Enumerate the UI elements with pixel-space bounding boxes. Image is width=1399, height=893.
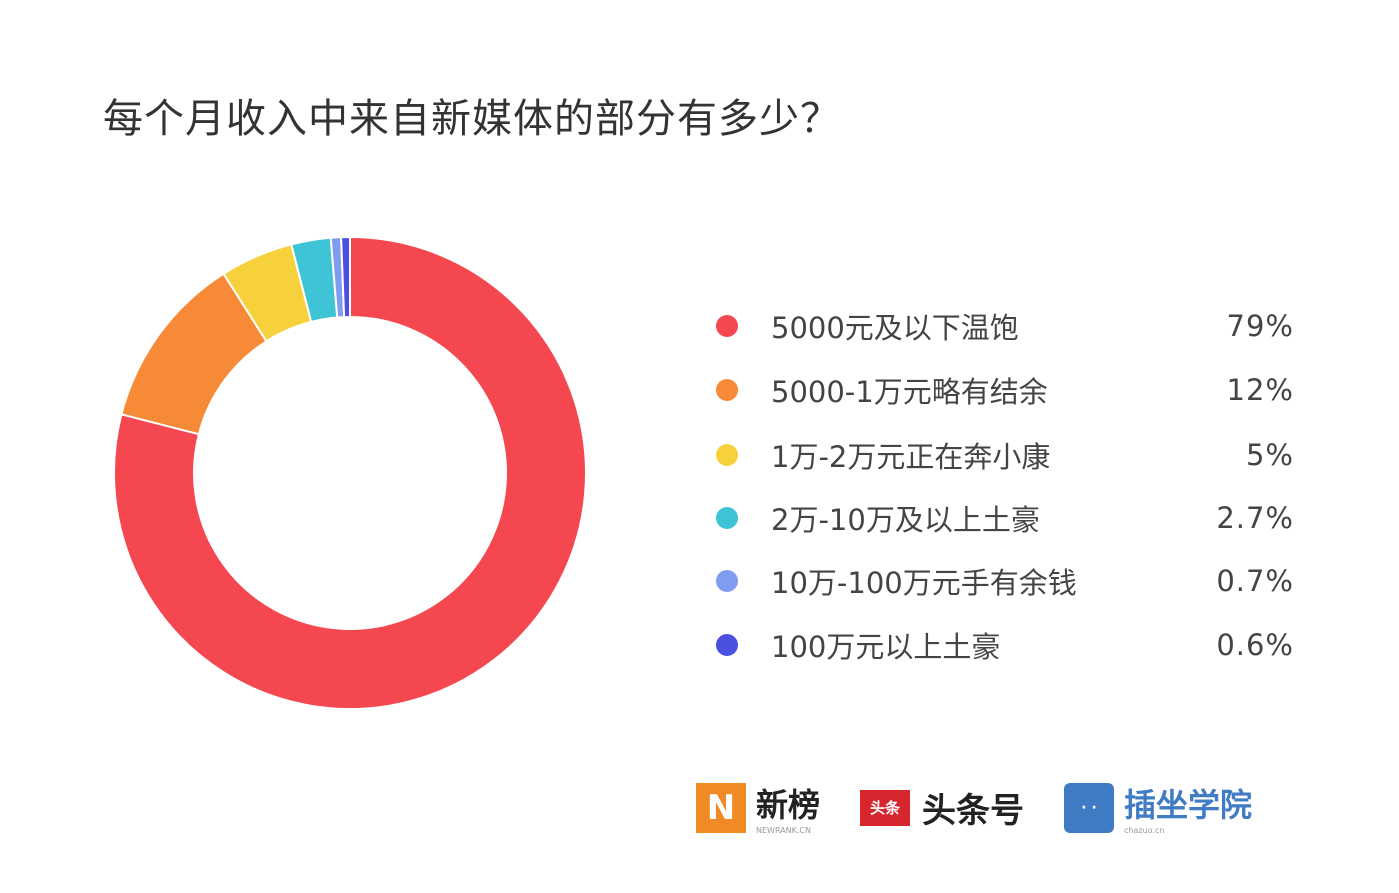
legend-dot-icon (716, 444, 738, 466)
legend-item: 5000-1万元略有结余 12% (712, 370, 1294, 410)
donut-chart (113, 235, 587, 710)
legend-dot-icon (716, 570, 738, 592)
legend-dot-icon (716, 315, 738, 337)
legend-item: 1万-2万元正在奔小康 5% (712, 435, 1294, 475)
legend-dot-icon (716, 379, 738, 401)
legend-dot-icon (716, 507, 738, 529)
donut-slice-0 (113, 235, 587, 710)
donut-slice-5 (340, 235, 351, 319)
legend-label: 1万-2万元正在奔小康 (771, 440, 1051, 474)
legend-dot-icon (716, 634, 738, 656)
legend-label: 5000元及以下温饱 (771, 311, 1019, 345)
legend-value: 0.7% (1216, 564, 1294, 598)
legend-value: 0.6% (1216, 628, 1294, 662)
legend-value: 79% (1226, 309, 1294, 343)
legend-value: 2.7% (1216, 501, 1294, 535)
legend-label: 2万-10万及以上土豪 (771, 503, 1040, 537)
legend-item: 10万-100万元手有余钱 0.7% (712, 561, 1294, 601)
chart-title: 每个月收入中来自新媒体的部分有多少？ (103, 96, 841, 142)
newrank-sub: NEWRANK.CN (756, 826, 811, 835)
legend-value: 12% (1226, 373, 1294, 407)
newrank-logo: N 新榜 NEWRANK.CN (696, 780, 820, 835)
legend-label: 5000-1万元略有结余 (771, 375, 1048, 409)
toutiao-logo: 头条 头条号 (860, 783, 1024, 832)
newrank-mark-icon: N (696, 782, 746, 833)
chazuo-sub: chazuo.cn (1124, 826, 1165, 835)
legend-item: 2万-10万及以上土豪 2.7% (712, 498, 1294, 538)
toutiao-mark-icon: 头条 (860, 789, 911, 826)
logos: N 新榜 NEWRANK.CN 头条 头条号 · · 插坐学院 chazuo.c… (696, 780, 1292, 835)
newrank-name: 新榜 (756, 786, 821, 824)
chazuo-mark-icon: · · (1064, 782, 1115, 833)
chazuo-name: 插坐学院 (1124, 786, 1253, 824)
legend-label: 10万-100万元手有余钱 (771, 566, 1077, 600)
chazuo-logo: · · 插坐学院 chazuo.cn (1064, 780, 1252, 835)
legend-item: 5000元及以下温饱 79% (712, 306, 1294, 346)
legend-item: 100万元以上土豪 0.6% (712, 625, 1294, 665)
legend-value: 5% (1245, 438, 1294, 472)
toutiao-name: 头条号 (922, 791, 1025, 831)
legend-label: 100万元以上土豪 (771, 630, 1001, 664)
